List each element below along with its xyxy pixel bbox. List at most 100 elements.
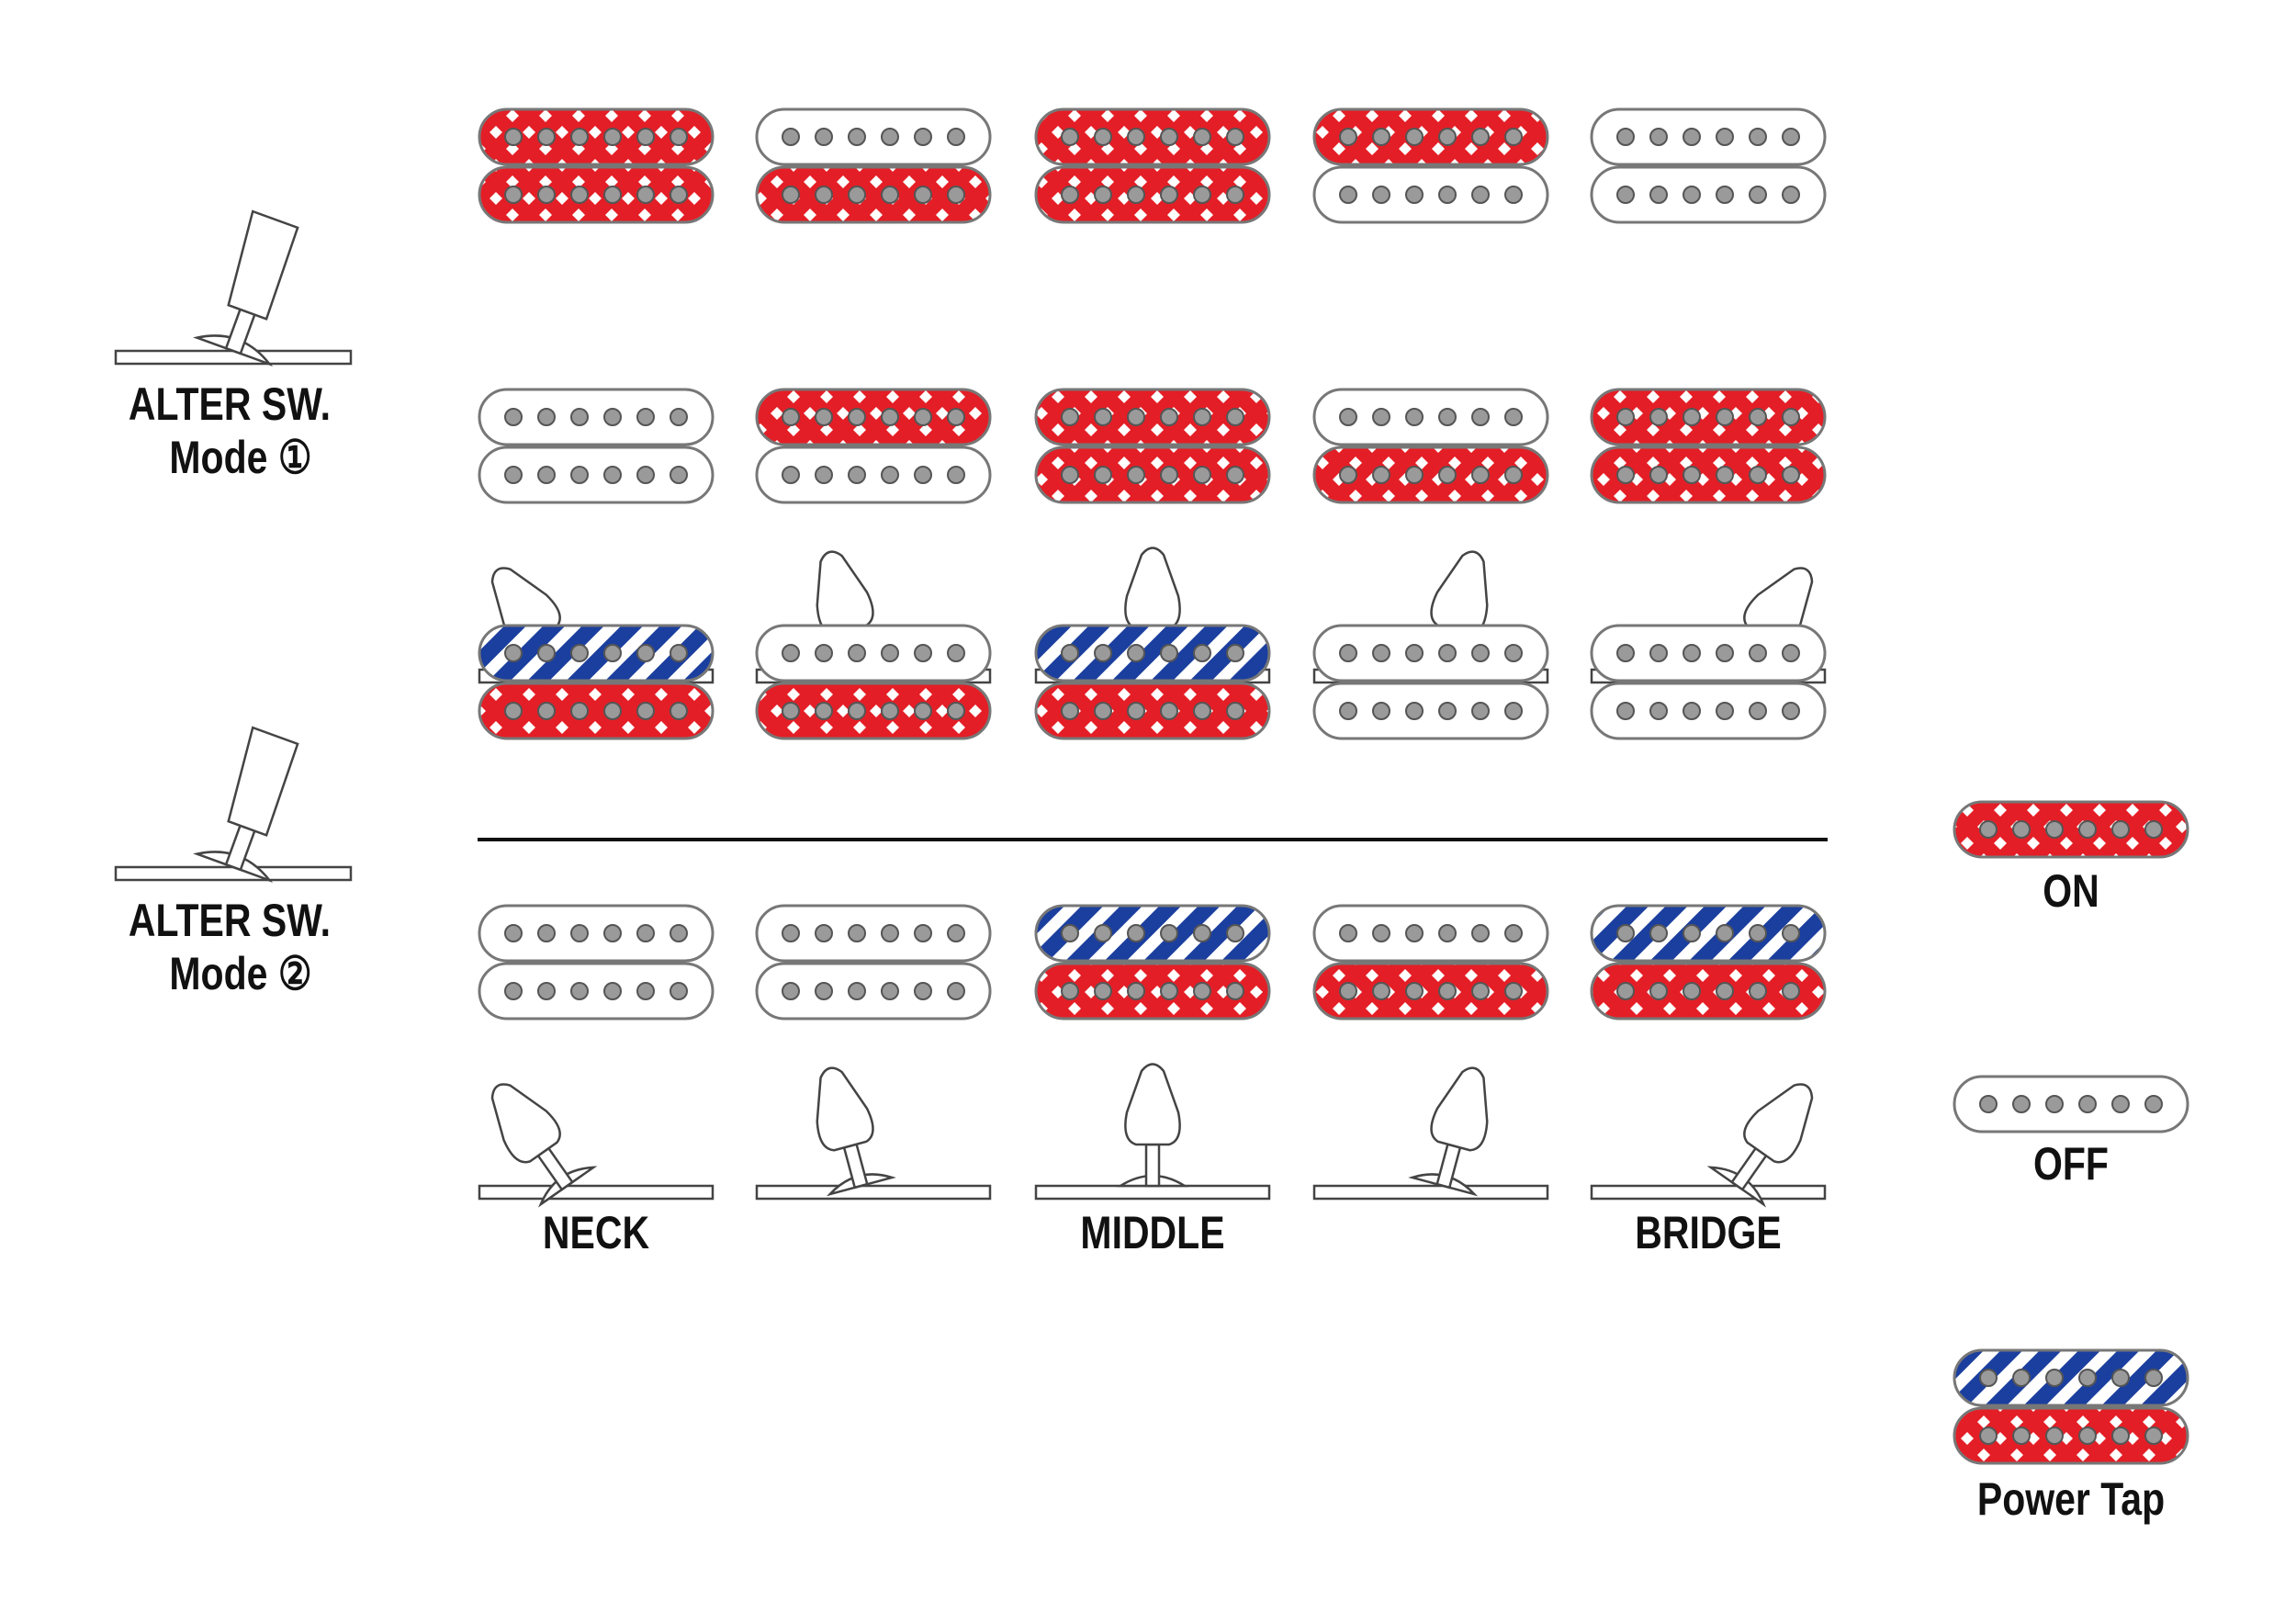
pole-piece <box>1616 408 1635 426</box>
mode-label: Mode ① <box>169 432 311 483</box>
pole-piece <box>815 128 833 146</box>
pole-piece <box>947 408 965 426</box>
pole-piece <box>1094 186 1112 204</box>
pole-piece <box>1504 466 1523 484</box>
pole-piece <box>1616 644 1635 662</box>
pole-piece <box>1438 644 1457 662</box>
pole-piece <box>1438 408 1457 426</box>
pole-piece <box>670 644 688 662</box>
pole-piece <box>1683 408 1701 426</box>
pole-piece <box>1749 924 1767 942</box>
pole-piece <box>1339 644 1357 662</box>
pole-piece <box>1226 128 1244 146</box>
pole-piece <box>1616 924 1635 942</box>
pole-piece <box>670 466 688 484</box>
pole-piece <box>1649 702 1668 720</box>
pole-piece <box>1372 408 1390 426</box>
pole-piece <box>1749 982 1767 1000</box>
pole-piece <box>1160 186 1178 204</box>
pole-piece <box>1226 924 1244 942</box>
pole-piece <box>2144 1369 2163 1387</box>
pole-piece <box>1716 408 1734 426</box>
pickup-body <box>1312 682 1549 740</box>
pole-piece <box>914 702 932 720</box>
pole-piece <box>1616 466 1635 484</box>
pole-piece <box>1339 128 1357 146</box>
pole-piece <box>947 128 965 146</box>
pickup-body <box>1312 962 1549 1021</box>
pickup-body <box>755 388 992 446</box>
switch-plate <box>755 1184 992 1201</box>
lever-tip <box>490 1083 561 1164</box>
pole-piece <box>1339 702 1357 720</box>
pole-piece <box>2078 1427 2097 1445</box>
pole-piece <box>603 644 622 662</box>
lever-tip <box>1124 1063 1181 1146</box>
pole-piece <box>537 982 556 1000</box>
lever-tip <box>816 1066 874 1152</box>
pole-piece <box>670 186 688 204</box>
pole-piece <box>1372 128 1390 146</box>
pickup-body <box>1312 165 1549 224</box>
pole-piece <box>2012 820 2031 839</box>
pickup-body <box>1034 107 1271 166</box>
pole-piece <box>1504 702 1523 720</box>
pole-piece <box>914 982 932 1000</box>
pole-piece <box>1504 924 1523 942</box>
lever-tip <box>227 726 299 837</box>
pole-piece <box>782 982 800 1000</box>
pole-piece <box>1193 186 1211 204</box>
selector-switch <box>1034 1063 1271 1201</box>
pickup <box>1953 800 2189 859</box>
pole-piece <box>914 186 932 204</box>
pickup <box>1034 962 1271 1021</box>
pole-piece <box>782 702 800 720</box>
selector-switch <box>114 209 353 367</box>
pole-piece <box>670 408 688 426</box>
pickup-body <box>1034 962 1271 1021</box>
pole-piece <box>1782 702 1800 720</box>
pole-piece <box>504 982 523 1000</box>
pole-piece <box>1094 924 1112 942</box>
pole-piece <box>1127 924 1145 942</box>
pole-piece <box>2111 1427 2130 1445</box>
pole-piece <box>1649 408 1668 426</box>
pole-piece <box>636 644 655 662</box>
pole-piece <box>570 702 589 720</box>
pole-piece <box>1405 702 1424 720</box>
pole-piece <box>1061 466 1079 484</box>
pole-piece <box>636 924 655 942</box>
pole-piece <box>815 982 833 1000</box>
pole-piece <box>603 466 622 484</box>
pole-piece <box>1649 186 1668 204</box>
pole-piece <box>1160 924 1178 942</box>
pole-piece <box>848 644 866 662</box>
pickup-body <box>755 445 992 504</box>
pickup <box>1034 445 1271 504</box>
pole-piece <box>1471 702 1490 720</box>
pole-piece <box>1504 128 1523 146</box>
pickup-body <box>478 388 715 446</box>
pole-piece <box>1471 644 1490 662</box>
pickup-body <box>1312 904 1549 963</box>
pole-piece <box>947 982 965 1000</box>
pole-piece <box>1061 982 1079 1000</box>
pole-piece <box>881 644 899 662</box>
pole-piece <box>504 128 523 146</box>
lever-tip <box>816 550 874 636</box>
pickup-body <box>1590 388 1827 446</box>
pole-piece <box>815 186 833 204</box>
pickup <box>1312 682 1549 740</box>
pickup-body <box>755 962 992 1021</box>
pole-piece <box>1405 408 1424 426</box>
pickup-body <box>478 107 715 166</box>
pickup <box>1312 445 1549 504</box>
switch-plate <box>478 1184 715 1201</box>
pole-piece <box>914 128 932 146</box>
pole-piece <box>1616 186 1635 204</box>
pole-piece <box>2045 1369 2064 1387</box>
pole-piece <box>1405 128 1424 146</box>
pickup-body <box>478 624 715 682</box>
pickup-body <box>1953 800 2189 859</box>
pole-piece <box>2144 1427 2163 1445</box>
